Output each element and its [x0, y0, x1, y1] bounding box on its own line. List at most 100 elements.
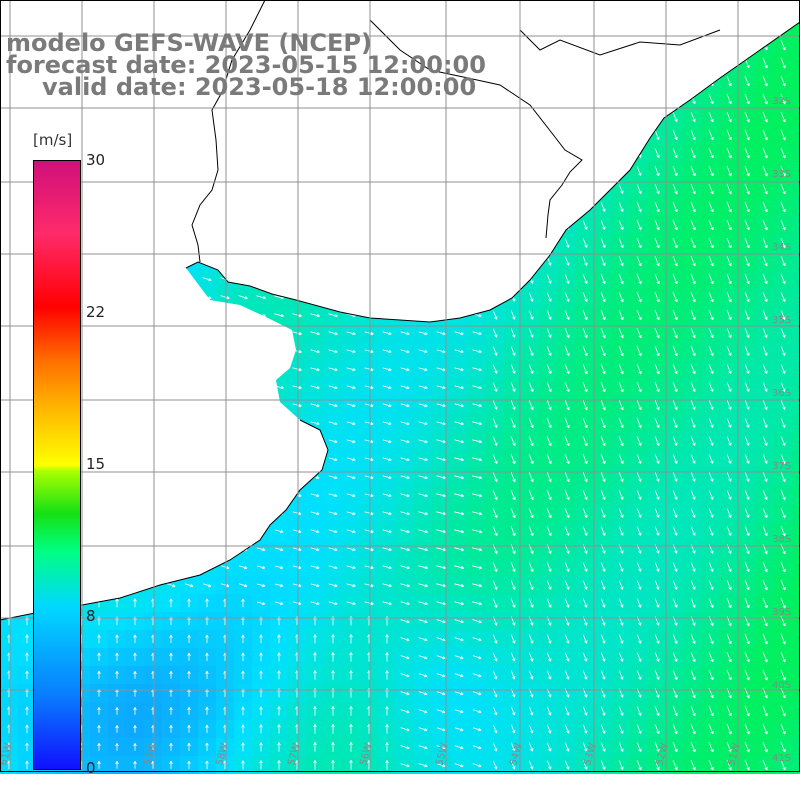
- wind-arrow: [762, 705, 768, 717]
- wind-arrow: [202, 583, 212, 588]
- wind-arrow: [564, 472, 570, 483]
- wind-arrow: [726, 598, 732, 609]
- wind-arrow: [582, 526, 588, 536]
- wind-arrow: [241, 634, 245, 644]
- wind-arrow: [546, 580, 552, 590]
- wind-arrow: [708, 328, 714, 339]
- wind-arrow: [169, 598, 173, 608]
- wind-arrow: [364, 475, 374, 480]
- wind-arrow: [618, 418, 624, 429]
- wind-arrow: [780, 651, 786, 663]
- wind-arrow: [726, 562, 732, 573]
- speed-cell: [792, 108, 800, 126]
- wind-arrow: [418, 763, 428, 768]
- wind-arrow: [331, 742, 335, 752]
- wind-arrow: [472, 727, 482, 732]
- coastline: [0, 21, 800, 621]
- wind-arrow: [454, 493, 465, 498]
- wind-arrow: [726, 669, 732, 681]
- wind-arrow: [418, 421, 428, 426]
- wind-arrow: [726, 526, 732, 536]
- wind-arrow: [636, 490, 642, 500]
- wind-arrow: [546, 436, 552, 447]
- wind-arrow: [636, 327, 642, 339]
- wind-arrow: [654, 237, 660, 249]
- wind-arrow: [510, 436, 516, 447]
- wind-arrow: [274, 583, 284, 588]
- wind-arrow: [400, 349, 410, 354]
- wind-arrow: [726, 129, 732, 141]
- wind-arrow: [492, 310, 498, 320]
- wind-arrow: [400, 403, 410, 408]
- wind-arrow: [241, 724, 245, 734]
- wind-arrow: [382, 511, 392, 516]
- wind-arrow: [292, 385, 302, 390]
- wind-arrow: [726, 237, 732, 249]
- wind-arrow: [672, 201, 678, 213]
- wind-arrow: [708, 364, 714, 375]
- wind-arrow: [529, 724, 534, 734]
- wind-arrow: [528, 598, 534, 608]
- wind-arrow: [310, 331, 320, 336]
- wind-arrow: [472, 331, 482, 336]
- wind-arrow: [400, 529, 410, 534]
- wind-arrow: [582, 724, 588, 734]
- wind-arrow: [528, 490, 534, 501]
- wind-arrow: [133, 707, 137, 715]
- wind-arrow: [400, 673, 410, 678]
- wind-arrow: [762, 292, 768, 303]
- wind-arrow: [454, 421, 464, 426]
- wind-arrow: [310, 367, 320, 372]
- forecast-date: forecast date: 2023-05-15 12:00:00: [6, 51, 486, 79]
- wind-arrow: [385, 652, 389, 662]
- wind-arrow: [205, 706, 209, 715]
- wind-arrow: [202, 277, 212, 282]
- wind-arrow: [582, 706, 588, 716]
- wind-arrow: [744, 75, 750, 87]
- wind-arrow: [618, 238, 624, 249]
- wind-arrow: [600, 760, 606, 770]
- wind-arrow: [328, 331, 338, 336]
- wind-arrow: [672, 364, 678, 375]
- wind-arrow: [564, 238, 570, 248]
- wind-arrow: [400, 385, 410, 390]
- wind-arrow: [582, 220, 588, 230]
- wind-arrow: [364, 457, 374, 462]
- wind-arrow: [115, 743, 119, 751]
- wind-arrow: [328, 439, 338, 444]
- wind-arrow: [780, 129, 786, 141]
- speed-cell: [792, 36, 800, 54]
- wind-arrow: [241, 706, 245, 716]
- wind-arrow: [528, 652, 534, 662]
- wind-arrow: [277, 670, 281, 680]
- wind-arrow: [310, 565, 320, 570]
- wind-arrow: [385, 706, 389, 716]
- speed-cell: [792, 594, 800, 612]
- wind-arrow: [472, 421, 482, 426]
- wind-arrow: [546, 346, 552, 357]
- wind-arrow: [600, 724, 606, 734]
- wind-arrow: [780, 579, 786, 591]
- wind-arrow: [511, 670, 516, 680]
- wind-arrow: [472, 493, 483, 498]
- wind-arrow: [690, 201, 696, 213]
- wind-arrow: [472, 457, 483, 462]
- wind-arrow: [636, 418, 642, 429]
- wind-arrow: [471, 547, 483, 552]
- wind-arrow: [654, 598, 660, 608]
- wind-arrow: [762, 183, 768, 195]
- wind-arrow: [313, 742, 317, 752]
- wind-arrow: [708, 669, 714, 681]
- wind-arrow: [672, 580, 678, 590]
- wind-arrow: [690, 400, 696, 410]
- wind-arrow: [708, 490, 714, 500]
- wind-arrow: [25, 724, 29, 734]
- speed-cell: [792, 612, 800, 630]
- wind-arrow: [166, 583, 176, 588]
- wind-arrow: [618, 580, 624, 590]
- wind-arrow: [97, 761, 101, 769]
- wind-arrow: [690, 327, 696, 339]
- wind-arrow: [690, 526, 696, 536]
- wind-arrow: [780, 201, 786, 213]
- wind-arrow: [169, 743, 173, 751]
